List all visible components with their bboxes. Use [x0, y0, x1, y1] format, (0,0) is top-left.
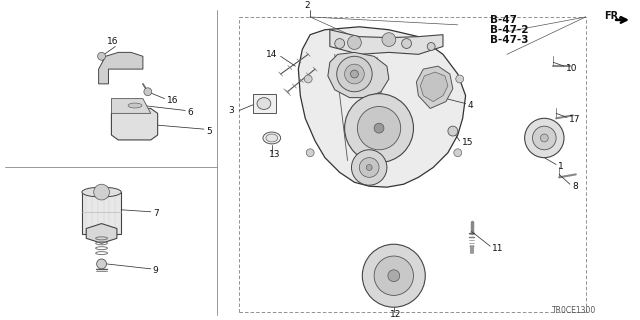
Text: B-47-2: B-47-2 — [490, 25, 529, 35]
Circle shape — [304, 75, 312, 83]
Circle shape — [351, 70, 358, 78]
Polygon shape — [328, 52, 389, 98]
Text: 5: 5 — [206, 127, 212, 136]
Text: 4: 4 — [468, 101, 473, 110]
Circle shape — [97, 259, 106, 269]
Circle shape — [351, 150, 387, 185]
Text: 8: 8 — [572, 182, 578, 191]
Text: 2: 2 — [305, 1, 310, 10]
Circle shape — [374, 123, 384, 133]
Circle shape — [382, 33, 396, 46]
Text: 14: 14 — [266, 50, 277, 59]
Circle shape — [525, 118, 564, 158]
Circle shape — [348, 36, 362, 49]
Text: 11: 11 — [492, 244, 504, 253]
Circle shape — [335, 39, 344, 48]
Ellipse shape — [263, 132, 281, 144]
Circle shape — [532, 126, 556, 150]
Text: TR0CE1300: TR0CE1300 — [552, 306, 596, 315]
Circle shape — [402, 39, 412, 48]
Text: 3: 3 — [228, 106, 234, 115]
Text: 13: 13 — [269, 150, 280, 159]
Ellipse shape — [82, 187, 121, 197]
Polygon shape — [420, 72, 448, 101]
Polygon shape — [111, 108, 157, 140]
Polygon shape — [86, 224, 117, 243]
Ellipse shape — [124, 101, 146, 109]
Text: 12: 12 — [390, 309, 401, 319]
Circle shape — [344, 64, 364, 84]
Text: 16: 16 — [106, 37, 118, 46]
Ellipse shape — [257, 98, 271, 109]
Circle shape — [98, 52, 106, 60]
Polygon shape — [330, 30, 443, 54]
Ellipse shape — [128, 103, 142, 108]
Text: 6: 6 — [187, 108, 193, 117]
Polygon shape — [111, 99, 151, 113]
Text: 1: 1 — [558, 162, 564, 171]
Text: FR.: FR. — [604, 11, 622, 21]
Text: 17: 17 — [569, 115, 580, 124]
Circle shape — [306, 149, 314, 157]
Polygon shape — [253, 94, 276, 113]
Circle shape — [388, 270, 400, 282]
Text: 16: 16 — [166, 96, 178, 105]
Circle shape — [144, 88, 152, 96]
Text: 7: 7 — [153, 209, 159, 218]
Circle shape — [374, 256, 413, 295]
Polygon shape — [99, 52, 143, 84]
Circle shape — [540, 134, 548, 142]
Circle shape — [366, 164, 372, 171]
Text: 10: 10 — [566, 64, 577, 73]
Polygon shape — [417, 66, 453, 108]
Circle shape — [456, 75, 463, 83]
Circle shape — [428, 43, 435, 51]
Circle shape — [454, 149, 461, 157]
Text: B-47-3: B-47-3 — [490, 35, 529, 44]
Circle shape — [93, 184, 109, 200]
Circle shape — [357, 107, 401, 150]
Circle shape — [359, 158, 379, 177]
Ellipse shape — [266, 134, 278, 142]
Circle shape — [362, 244, 425, 307]
Text: 15: 15 — [461, 138, 473, 148]
Circle shape — [344, 94, 413, 163]
Polygon shape — [82, 192, 121, 235]
Polygon shape — [298, 27, 466, 187]
Text: 9: 9 — [153, 266, 159, 275]
Text: B-47: B-47 — [490, 15, 517, 25]
Circle shape — [448, 126, 458, 136]
Circle shape — [337, 56, 372, 92]
